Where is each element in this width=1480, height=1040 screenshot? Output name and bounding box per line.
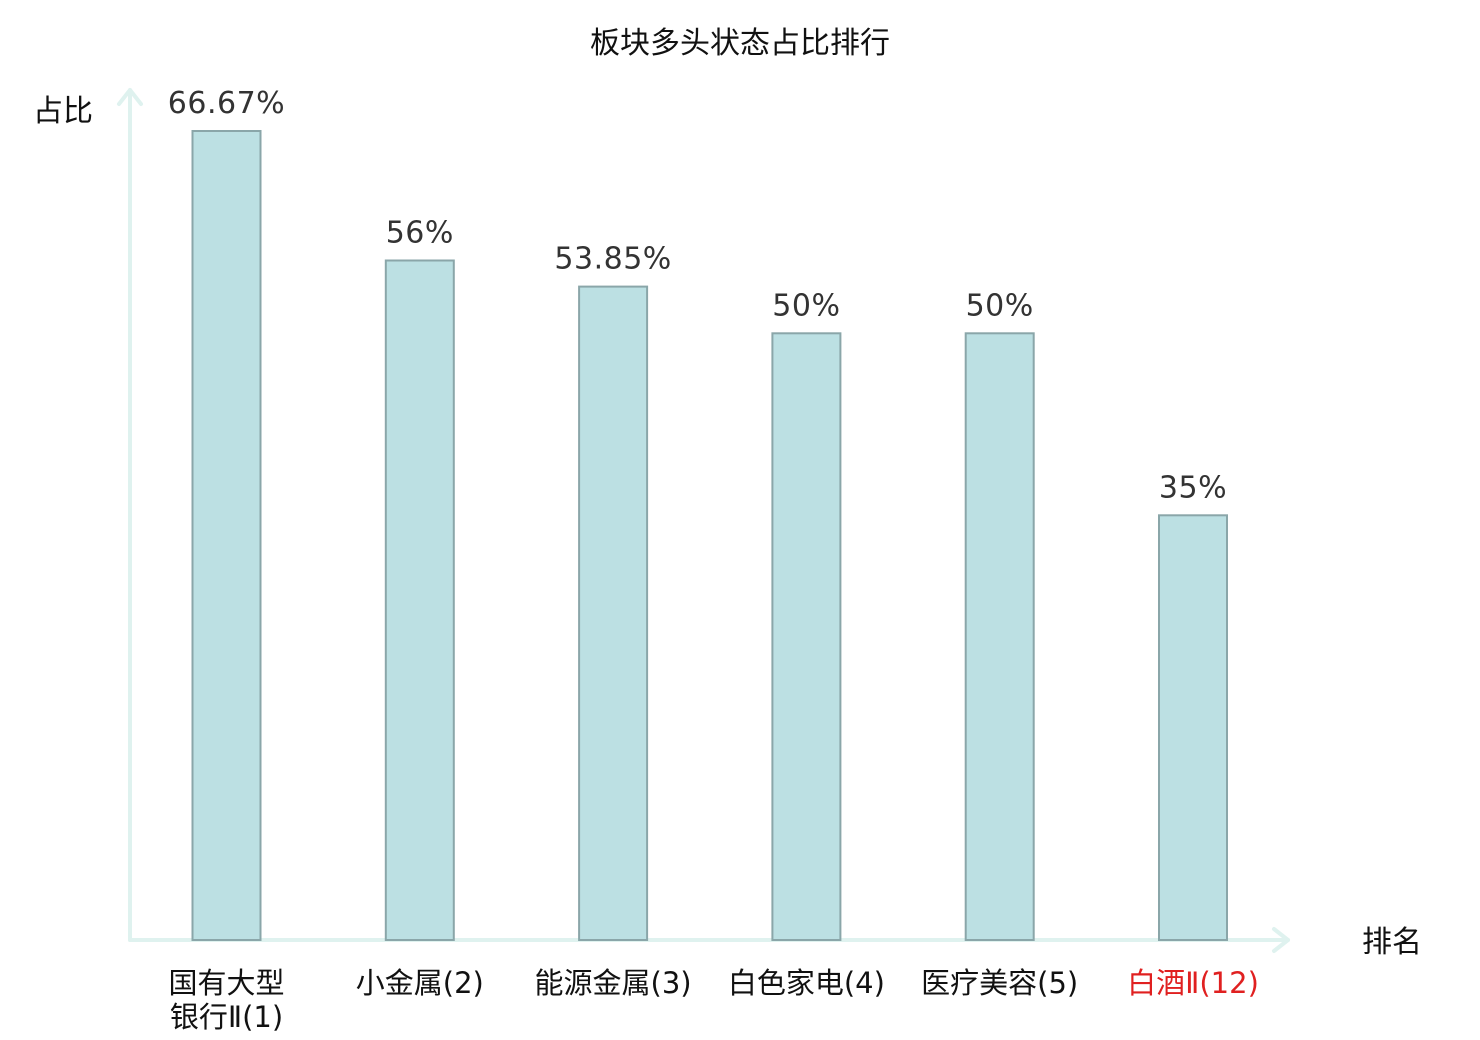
- value-label-5: 50%: [966, 288, 1034, 323]
- category-label-6: 白酒Ⅱ(12): [1127, 966, 1259, 1000]
- y-axis-arrow: [117, 88, 143, 106]
- category-label-1: 国有大型银行Ⅱ(1): [168, 966, 284, 1034]
- category-label-1-line-1: 国有大型: [168, 966, 284, 1000]
- chart-title: 板块多头状态占比排行: [590, 26, 890, 61]
- x-axis-label: 排名: [1362, 925, 1422, 960]
- category-label-4: 白色家电(4): [728, 966, 885, 1000]
- category-label-5-line-1: 医疗美容(5): [921, 966, 1078, 1000]
- bar-5: [964, 332, 1035, 941]
- category-label-5: 医疗美容(5): [921, 966, 1078, 1000]
- category-label-4-line-1: 白色家电(4): [728, 966, 885, 1000]
- bars-group: [191, 130, 1228, 942]
- category-label-1-line-2: 银行Ⅱ(1): [170, 1000, 283, 1034]
- value-labels-group: 66.67% 56% 53.85% 50% 50% 35%: [168, 86, 1227, 505]
- value-label-3: 53.85%: [554, 242, 671, 277]
- category-label-2-line-1: 小金属(2): [356, 966, 484, 1000]
- bar-1: [191, 130, 262, 941]
- category-labels-group: 国有大型银行Ⅱ(1) 小金属(2) 能源金属(3) 白色家电(4) 医疗美容(5) 白酒Ⅱ…: [168, 966, 1258, 1034]
- bar-4: [771, 332, 842, 941]
- value-label-4: 50%: [772, 288, 840, 323]
- category-label-3: 能源金属(3): [535, 966, 692, 1000]
- x-axis: [128, 927, 1290, 953]
- bar-2: [384, 259, 455, 941]
- x-axis-arrow: [1272, 927, 1290, 953]
- value-label-1: 66.67%: [168, 86, 285, 121]
- y-axis-label: 占比: [33, 94, 93, 129]
- bar-6: [1158, 514, 1228, 941]
- bar-3: [578, 285, 649, 942]
- value-label-2: 56%: [386, 216, 454, 251]
- category-label-2: 小金属(2): [356, 966, 484, 1000]
- category-label-3-line-1: 能源金属(3): [535, 966, 692, 1000]
- category-label-6-line-1: 白酒Ⅱ(12): [1127, 966, 1259, 1000]
- value-label-6: 35%: [1159, 470, 1227, 505]
- y-axis: [117, 88, 143, 942]
